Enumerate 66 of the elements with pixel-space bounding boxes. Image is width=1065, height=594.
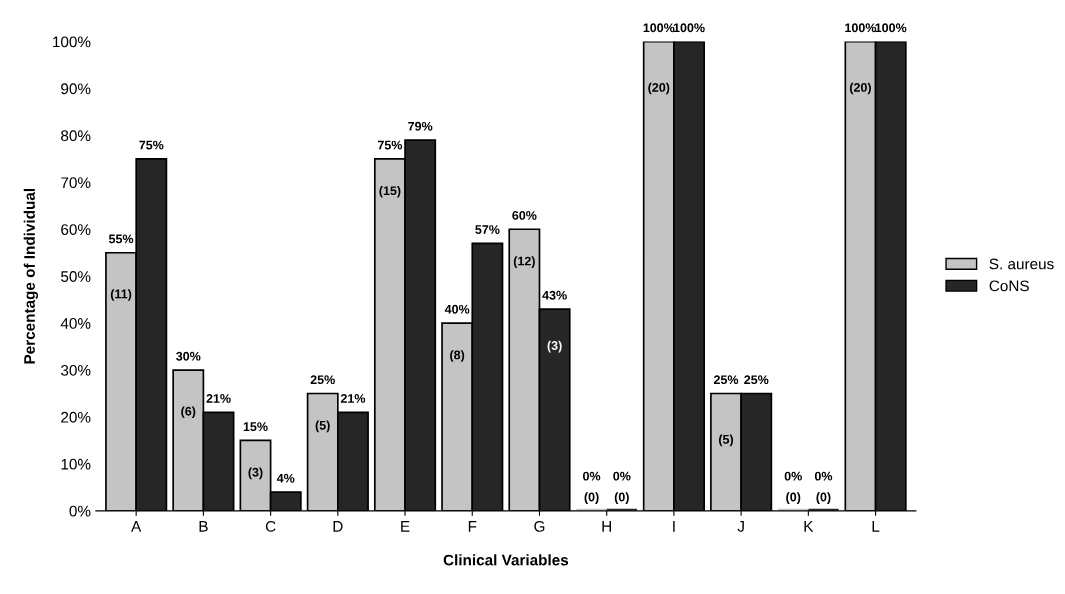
x-tick-label: L — [872, 521, 880, 532]
x-tick-label: J — [737, 521, 744, 532]
data-label: 75% — [377, 140, 403, 150]
x-tick-label: H — [602, 521, 611, 532]
x-tick-label: G — [534, 520, 545, 532]
data-label: 0% — [814, 471, 833, 481]
annotation: (3) — [248, 467, 263, 480]
y-tick-label: 0% — [69, 505, 91, 517]
x-axis-title: Clinical Variables — [443, 554, 569, 566]
y-tick-label: 30% — [60, 364, 91, 376]
x-tick-label: K — [804, 521, 814, 532]
annotation: (0) — [614, 492, 629, 504]
data-label: 100% — [845, 23, 877, 33]
annotation: (12) — [513, 256, 535, 268]
legend-label: S. aureus — [989, 258, 1054, 270]
x-tick-label: D — [333, 521, 343, 532]
y-axis-title: Percentage of Individual — [23, 188, 39, 364]
annotation: (5) — [719, 434, 734, 447]
y-tick-label: 10% — [61, 458, 91, 470]
y-tick-label: 70% — [61, 177, 91, 189]
data-label: 75% — [139, 140, 164, 150]
data-label: 15% — [243, 422, 268, 432]
data-label: 60% — [512, 211, 537, 220]
data-label: 25% — [310, 375, 335, 385]
y-tick-label: 20% — [61, 411, 91, 423]
y-tick-label: 100% — [53, 36, 91, 48]
data-label: 0% — [784, 471, 802, 481]
data-label: 25% — [713, 375, 739, 385]
data-label: 43% — [542, 290, 567, 300]
annotation: (0) — [584, 492, 599, 504]
data-label: 25% — [744, 375, 769, 385]
x-tick-label: A — [131, 521, 142, 532]
data-label: 100% — [673, 23, 705, 33]
y-tick-label: 60% — [61, 224, 91, 235]
y-tick-label: 40% — [60, 318, 91, 329]
y-tick-label: 50% — [61, 271, 91, 282]
annotation: (11) — [110, 289, 132, 301]
data-label: 21% — [206, 394, 231, 403]
y-tick-label: 90% — [61, 83, 91, 95]
x-tick-label: E — [401, 521, 410, 532]
annotation: (0) — [786, 492, 801, 504]
annotation: (5) — [315, 420, 330, 433]
annotation: (20) — [849, 82, 871, 95]
data-label: 57% — [475, 225, 500, 234]
x-tick-label: B — [199, 521, 208, 532]
data-label: 4% — [276, 473, 295, 483]
x-tick-label: F — [468, 521, 477, 532]
annotation: (0) — [816, 492, 831, 504]
annotation: (20) — [648, 82, 670, 95]
data-label: 30% — [176, 351, 201, 361]
data-label: 100% — [875, 23, 907, 33]
data-label: 55% — [108, 234, 134, 244]
annotation: (8) — [450, 350, 465, 362]
annotation: (6) — [181, 406, 196, 419]
data-label: 40% — [444, 304, 470, 314]
x-tick-label: C — [265, 520, 276, 532]
annotation: (3) — [547, 340, 562, 353]
annotation: (15) — [379, 185, 401, 198]
data-label: 0% — [583, 471, 601, 481]
legend-label: CoNS — [989, 280, 1029, 292]
y-tick-label: 80% — [61, 130, 91, 142]
data-label: 100% — [643, 23, 675, 33]
data-label: 21% — [340, 394, 366, 403]
data-label: 79% — [408, 121, 433, 131]
x-tick-label: I — [673, 521, 675, 532]
data-label: 0% — [613, 471, 631, 481]
